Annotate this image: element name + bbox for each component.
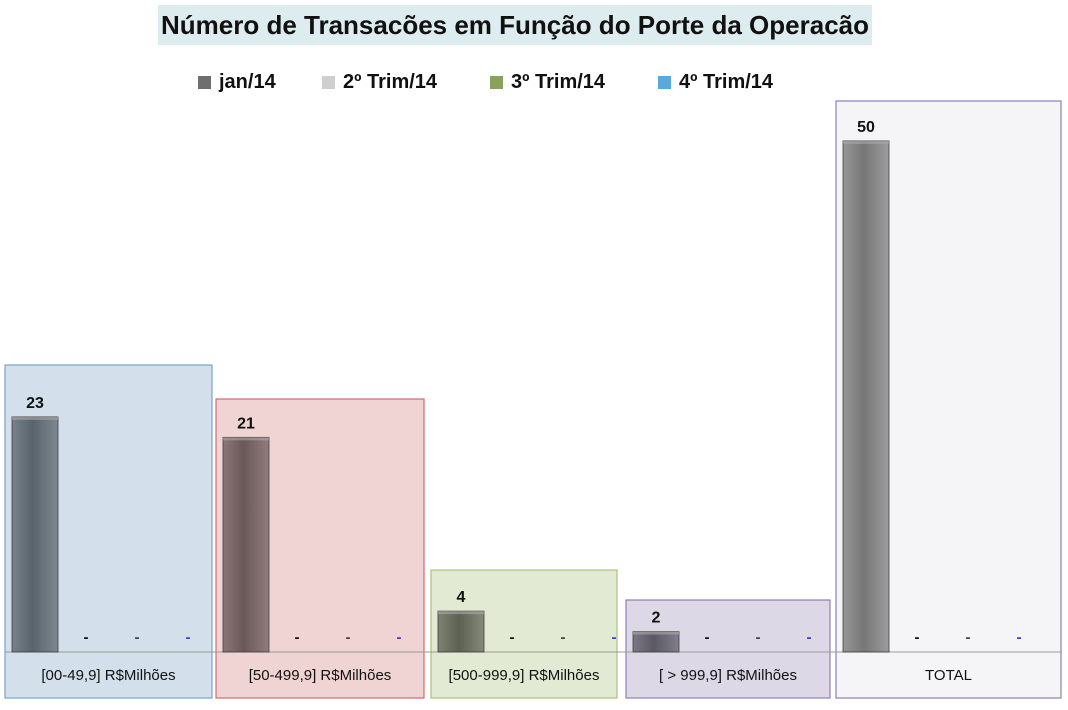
bar (632, 631, 680, 653)
category-label: [500-999,9] R$Milhões (449, 667, 600, 684)
data-label: 2 (652, 610, 661, 627)
data-label: 4 (457, 589, 466, 606)
data-label: 23 (26, 395, 44, 412)
data-label: - (84, 629, 89, 646)
legend: jan/14 2º Trim/14 3º Trim/14 4º Trim/14 (0, 64, 1068, 100)
category-label: [00-49,9] R$Milhões (41, 667, 175, 684)
data-label: - (1017, 629, 1022, 646)
legend-item-3trim14: 3º Trim/14 (490, 64, 605, 100)
category-label: [ > 999,9] R$Milhões (659, 667, 797, 684)
data-label: - (807, 629, 812, 646)
data-label: - (561, 629, 566, 646)
legend-item-2trim14: 2º Trim/14 (322, 64, 437, 100)
data-label: - (756, 629, 761, 646)
data-label: - (186, 629, 191, 646)
data-label: - (705, 629, 710, 646)
legend-swatch-jan14 (198, 75, 211, 89)
legend-label-4trim14: 4º Trim/14 (679, 70, 774, 93)
bar-top-highlight (843, 140, 889, 144)
legend-swatch-4trim14 (658, 75, 671, 89)
data-label: - (612, 629, 617, 646)
bar (222, 436, 270, 653)
legend-label-3trim14: 3º Trim/14 (511, 70, 606, 93)
legend-swatch-3trim14 (490, 75, 503, 89)
bar (437, 610, 485, 653)
chart-title: Número de Transacões em Função do Porte … (158, 5, 872, 45)
bar-top-highlight (438, 611, 484, 615)
legend-swatch-2trim14 (322, 75, 335, 89)
bar-top-highlight (223, 437, 269, 441)
data-label: - (346, 629, 351, 646)
data-label: - (295, 629, 300, 646)
bar (11, 416, 59, 653)
data-label: 21 (237, 415, 255, 432)
legend-item-4trim14: 4º Trim/14 (658, 64, 773, 100)
bar-top-highlight (633, 631, 679, 635)
category-label: TOTAL (925, 667, 972, 684)
data-label: - (966, 629, 971, 646)
bar (842, 140, 890, 653)
legend-label-jan14: jan/14 (219, 70, 276, 93)
category-label: [50-499,9] R$Milhões (249, 667, 392, 684)
data-label: - (135, 629, 140, 646)
legend-item-jan14: jan/14 (198, 64, 276, 100)
data-label: - (915, 629, 920, 646)
data-label: - (510, 629, 515, 646)
legend-label-2trim14: 2º Trim/14 (343, 70, 438, 93)
data-label: - (397, 629, 402, 646)
bar-top-highlight (12, 416, 58, 420)
data-label: 50 (857, 119, 875, 136)
